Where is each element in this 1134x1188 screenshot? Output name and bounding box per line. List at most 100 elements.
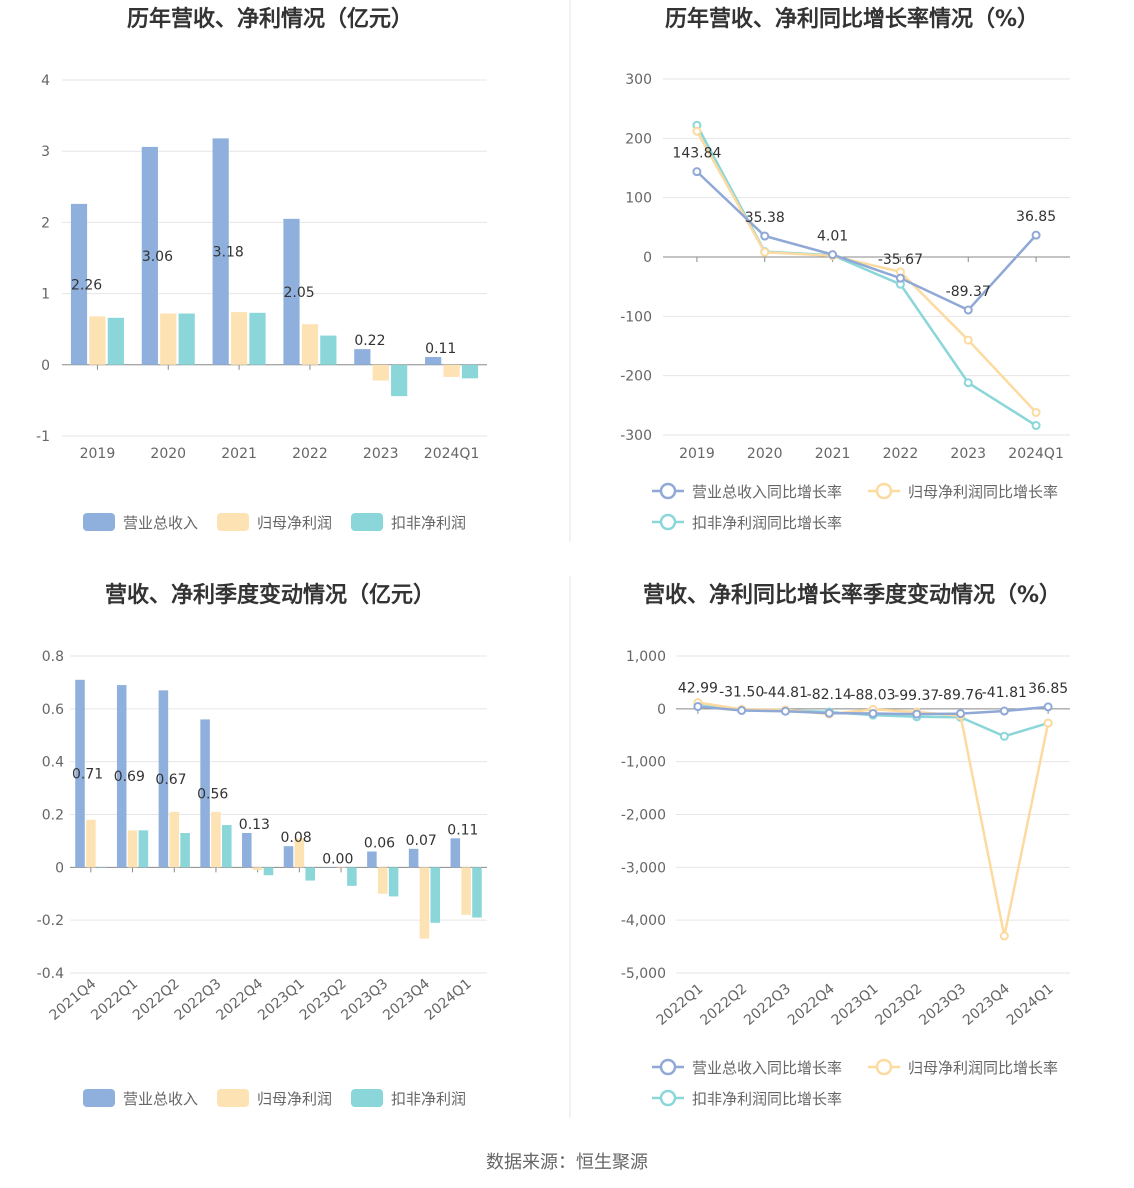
legend-swatch-marker: [659, 482, 677, 500]
series-point-0: [1031, 230, 1041, 240]
series-point-0: [895, 273, 905, 283]
data-label: 0.07: [406, 833, 437, 849]
y-tick-label: 0.6: [42, 702, 64, 718]
x-tick-label: 2023Q4: [960, 981, 1013, 1029]
x-tick-label: 2023: [363, 446, 399, 462]
series-point-0: [780, 706, 790, 716]
data-label: 0.11: [425, 341, 456, 357]
series-point-1: [760, 247, 770, 257]
bar-1-2022Q3: [211, 811, 221, 868]
data-label: 35.38: [745, 210, 785, 226]
series-point-1: [999, 931, 1009, 941]
data-label: 0.13: [239, 817, 270, 833]
data-label: 143.84: [672, 146, 721, 162]
series-line-1: [697, 701, 1050, 937]
y-tick-label: -1,000: [621, 755, 666, 771]
series-point-0: [999, 706, 1009, 716]
data-label: 42.99: [678, 681, 718, 697]
data-label: 36.85: [1028, 681, 1068, 697]
data-label: 2.26: [71, 277, 102, 293]
chart-title: 营收、净利季度变动情况（亿元）: [105, 582, 435, 608]
series-point-0: [912, 709, 922, 719]
y-tick-label: 0.8: [42, 649, 64, 665]
bar-2-2019: [107, 317, 124, 365]
x-tick-label: 2024Q1: [422, 976, 475, 1024]
bar-2-2021Q4: [96, 867, 107, 868]
legend-swatch-marker: [659, 513, 677, 531]
chart-title: 营收、净利同比增长率季度变动情况（%）: [643, 582, 1061, 608]
data-label: 0.08: [281, 830, 312, 846]
series-point-2: [999, 731, 1009, 741]
bar-1-2023Q2: [336, 867, 346, 868]
y-tick-label: -200: [620, 369, 652, 385]
y-tick-label: -4,000: [621, 913, 666, 929]
bar-0-2023Q4: [408, 848, 419, 868]
legend-label: 营业总收入: [123, 1090, 198, 1108]
bar-2-2021: [249, 312, 266, 365]
bar-1-2023Q4: [419, 867, 430, 939]
bar-1-2023Q1: [294, 838, 305, 868]
series-point-1: [692, 126, 702, 136]
legend-label: 归母净利润: [257, 1090, 332, 1108]
series-point-1: [963, 335, 973, 345]
legend-swatch-marker: [659, 1089, 677, 1107]
bar-2-2023Q3: [388, 867, 399, 897]
legend-label: 营业总收入同比增长率: [692, 483, 842, 501]
legend-swatch: [217, 1089, 249, 1107]
y-tick-label: -1: [36, 429, 50, 445]
data-label: 0.06: [364, 835, 395, 851]
bar-0-2023Q1: [283, 846, 294, 868]
data-source: 数据来源：恒生聚源: [486, 1152, 648, 1173]
bar-2-2022: [320, 335, 337, 365]
x-tick-label: 2022Q1: [654, 981, 707, 1029]
data-label: 36.85: [1016, 209, 1056, 225]
x-tick-label: 2021: [221, 446, 257, 462]
x-tick-label: 2022Q3: [741, 981, 794, 1029]
y-tick-label: 1,000: [626, 649, 666, 665]
y-tick-label: -300: [620, 428, 652, 444]
legend-swatch: [83, 513, 115, 531]
series-point-0: [956, 709, 966, 719]
data-label: -89.37: [946, 284, 991, 300]
series-point-0: [760, 231, 770, 241]
y-tick-label: -100: [620, 309, 652, 325]
y-tick-label: 1: [41, 287, 50, 303]
bar-2-2022Q4: [263, 867, 274, 876]
y-tick-label: 0: [643, 250, 652, 266]
y-tick-label: 4: [41, 73, 50, 89]
legend-label: 营业总收入: [123, 514, 198, 532]
x-tick-label: 2023Q1: [829, 981, 882, 1029]
legend-swatch-marker: [875, 482, 893, 500]
y-tick-label: 0: [657, 702, 666, 718]
x-tick-label: 2022: [883, 446, 919, 462]
data-label: -99.37: [894, 688, 939, 704]
bar-0-2021: [212, 138, 229, 365]
bar-0-2023Q2: [325, 867, 335, 868]
series-point-1: [1031, 407, 1041, 417]
x-tick-label: 2024Q1: [1008, 446, 1064, 462]
data-label: -31.50: [719, 684, 764, 700]
data-label: -35.67: [878, 252, 923, 268]
series-point-0: [828, 250, 838, 260]
data-label: 0.69: [114, 769, 145, 785]
data-label: 3.06: [142, 249, 173, 265]
y-tick-label: -2,000: [621, 808, 666, 824]
bar-2-2022Q1: [138, 830, 149, 868]
series-point-0: [737, 705, 747, 715]
bar-0-2022Q1: [116, 685, 127, 868]
series-line-2: [695, 124, 1037, 427]
bar-0-2022Q4: [242, 832, 252, 868]
data-label: -89.76: [938, 688, 983, 704]
y-tick-label: 2: [41, 215, 50, 231]
bar-0-2023: [354, 349, 371, 365]
x-tick-label: 2024Q1: [1004, 981, 1057, 1029]
y-tick-label: 300: [625, 72, 652, 88]
legend-swatch: [351, 1089, 383, 1107]
bar-1-2021Q4: [86, 819, 96, 868]
chart-title: 历年营收、净利同比增长率情况（%）: [665, 6, 1039, 32]
bar-0-2021Q4: [75, 679, 85, 868]
legend-label: 扣非净利润: [391, 514, 466, 532]
bar-1-2022Q1: [127, 830, 138, 868]
x-tick-label: 2023: [950, 446, 986, 462]
